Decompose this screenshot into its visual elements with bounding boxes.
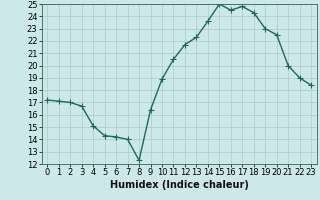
X-axis label: Humidex (Indice chaleur): Humidex (Indice chaleur): [110, 180, 249, 190]
